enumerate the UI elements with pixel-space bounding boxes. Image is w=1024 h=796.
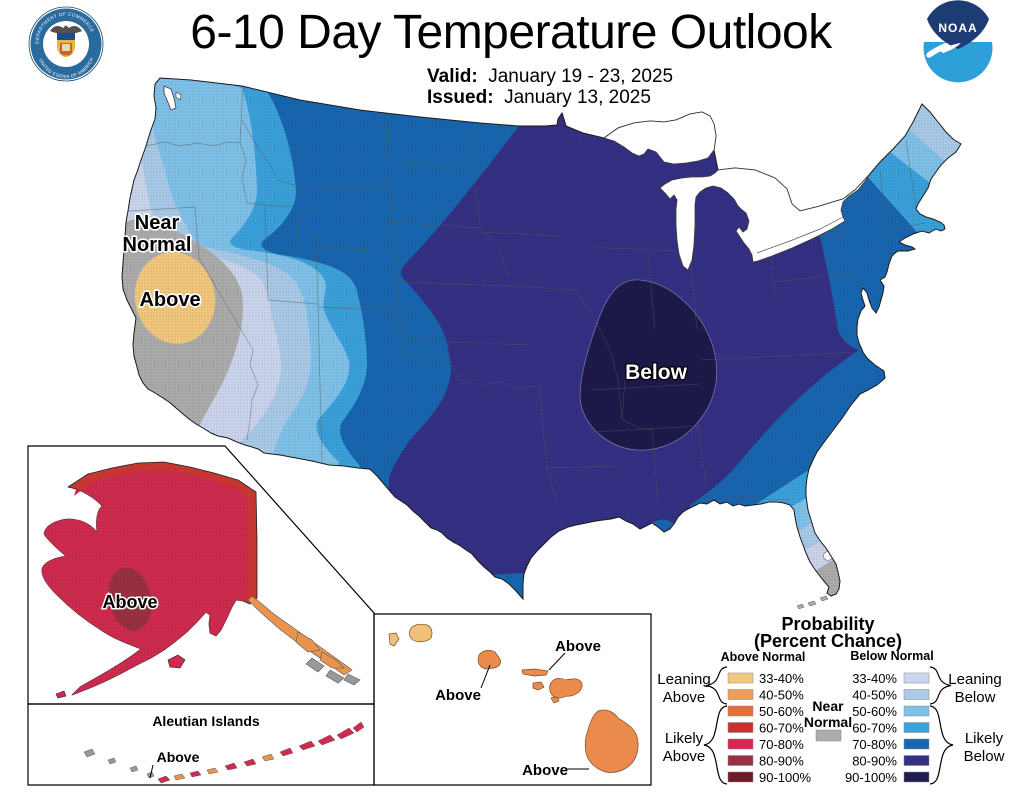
svg-text:40-50%: 40-50% <box>852 688 897 703</box>
svg-text:90-100%: 90-100% <box>845 770 897 785</box>
svg-text:Normal: Normal <box>123 234 192 256</box>
svg-text:6-10 Day Temperature Outlook: 6-10 Day Temperature Outlook <box>190 6 833 59</box>
svg-text:Above: Above <box>435 687 481 704</box>
svg-text:Above: Above <box>139 289 200 311</box>
svg-text:Below: Below <box>955 689 996 706</box>
svg-text:Issued: January 13, 2025: Issued: January 13, 2025 <box>427 87 651 108</box>
svg-text:Valid: January 19 - 23, 2025: Valid: January 19 - 23, 2025 <box>427 66 673 87</box>
svg-text:Near: Near <box>135 212 180 234</box>
svg-text:Above Normal: Above Normal <box>721 650 806 664</box>
svg-text:70-80%: 70-80% <box>759 737 804 752</box>
svg-text:Above: Above <box>522 762 568 779</box>
svg-text:Below: Below <box>964 748 1005 765</box>
svg-text:Normal: Normal <box>804 714 852 730</box>
svg-text:Leaning: Leaning <box>657 671 710 688</box>
svg-text:40-50%: 40-50% <box>759 688 804 703</box>
svg-text:60-70%: 60-70% <box>852 721 897 736</box>
svg-text:Probability: Probability <box>781 614 874 634</box>
svg-text:80-90%: 80-90% <box>852 754 897 769</box>
svg-text:33-40%: 33-40% <box>759 671 804 686</box>
svg-text:50-60%: 50-60% <box>852 704 897 719</box>
svg-text:Likely: Likely <box>665 730 704 747</box>
svg-text:Below Normal: Below Normal <box>850 649 933 663</box>
svg-text:Below: Below <box>625 361 688 384</box>
svg-text:Above: Above <box>555 638 601 655</box>
svg-text:Above: Above <box>663 689 706 706</box>
svg-text:Likely: Likely <box>965 730 1004 747</box>
svg-text:Above: Above <box>663 748 706 765</box>
svg-text:Above: Above <box>102 592 157 612</box>
svg-text:50-60%: 50-60% <box>759 704 804 719</box>
svg-text:80-90%: 80-90% <box>759 754 804 769</box>
svg-text:90-100%: 90-100% <box>759 770 811 785</box>
svg-text:NOAA: NOAA <box>938 21 977 35</box>
svg-text:Leaning: Leaning <box>948 671 1001 688</box>
svg-text:Above: Above <box>157 749 200 765</box>
svg-text:(Percent Chance): (Percent Chance) <box>754 631 902 651</box>
svg-text:Near: Near <box>812 698 844 714</box>
svg-text:70-80%: 70-80% <box>852 737 897 752</box>
svg-text:60-70%: 60-70% <box>759 721 804 736</box>
svg-text:33-40%: 33-40% <box>852 671 897 686</box>
svg-text:Aleutian Islands: Aleutian Islands <box>152 713 260 729</box>
